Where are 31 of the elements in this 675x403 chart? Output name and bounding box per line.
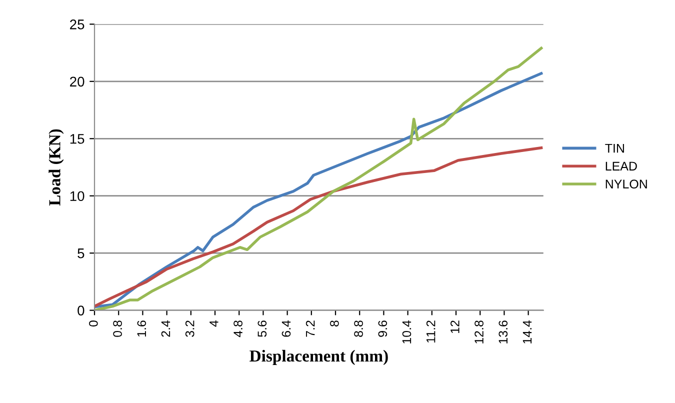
legend-label: TIN bbox=[605, 144, 624, 153]
x-tick-label: 1.6 bbox=[137, 320, 146, 336]
x-tick-label: 5.6 bbox=[258, 320, 267, 337]
x-tick-label: 11.2 bbox=[426, 320, 436, 342]
x-tick-label: 2.4 bbox=[161, 320, 170, 337]
x-tick-label: 0.8 bbox=[113, 320, 122, 337]
x-tick-label: 8.8 bbox=[354, 320, 363, 337]
x-tick-label: 0 bbox=[89, 320, 98, 326]
y-tick-label: 20 bbox=[70, 76, 84, 87]
y-tick-label: 0 bbox=[78, 306, 84, 316]
x-tick-label: 8 bbox=[330, 320, 339, 326]
x-tick-label: 14.4 bbox=[522, 320, 532, 344]
x-axis-title: Displacement (mm) bbox=[250, 350, 388, 366]
x-tick-label: 10.4 bbox=[402, 320, 412, 344]
x-tick-label: 3.2 bbox=[185, 320, 194, 337]
x-tick-label: 12 bbox=[450, 320, 460, 333]
legend-label: LEAD bbox=[606, 162, 637, 170]
x-tick-label: 7.2 bbox=[306, 320, 315, 337]
y-tick-label: 10 bbox=[70, 191, 84, 202]
y-tick-label: 5 bbox=[78, 248, 84, 258]
x-tick-label: 4.8 bbox=[234, 320, 242, 338]
y-tick-label: 25 bbox=[70, 20, 84, 30]
x-tick-label: 6.4 bbox=[282, 320, 291, 337]
y-axis-title: Load (KN) bbox=[48, 129, 64, 206]
x-tick-label: 9.6 bbox=[378, 320, 388, 337]
x-tick-label: 4 bbox=[210, 320, 218, 327]
line-series bbox=[94, 146, 543, 308]
legend-label: NYLON bbox=[606, 180, 647, 189]
x-tick-label: 12.8 bbox=[474, 320, 484, 344]
y-tick-label: 15 bbox=[70, 134, 84, 144]
x-tick-label: 13.6 bbox=[498, 320, 508, 344]
